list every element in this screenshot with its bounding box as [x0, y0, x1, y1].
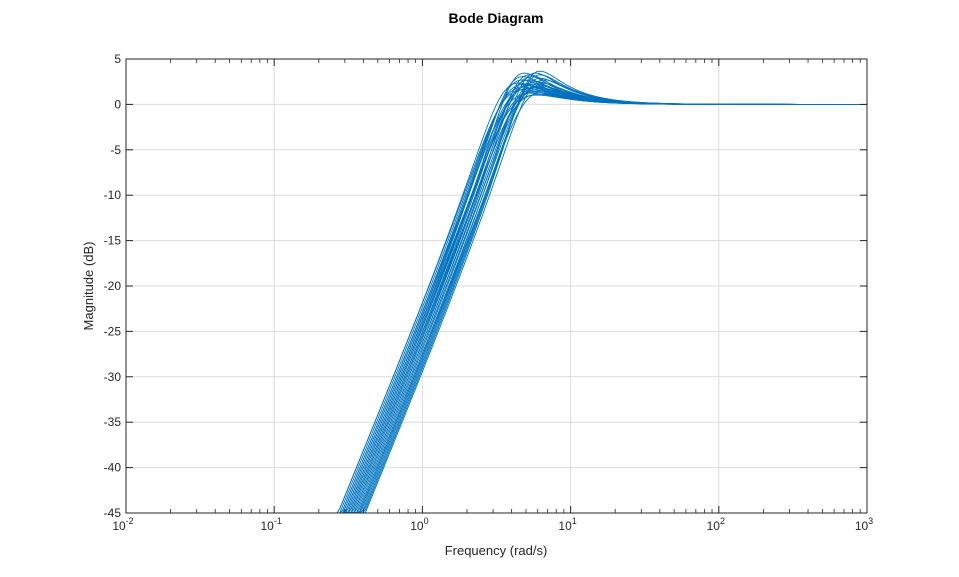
x-tick-label: 103: [855, 516, 873, 533]
y-tick-label: -30: [104, 370, 122, 384]
x-axis-label: Frequency (rad/s): [445, 543, 548, 558]
x-tick-label: 100: [410, 516, 428, 533]
plot-lines: [126, 70, 867, 514]
y-tick-label: -5: [110, 143, 121, 157]
y-tick-label: -10: [104, 188, 122, 202]
y-tick-label: 5: [114, 52, 121, 66]
y-tick-label: -40: [104, 461, 122, 475]
response-curve: [126, 79, 867, 514]
chart-title: Bode Diagram: [449, 10, 544, 26]
response-curve: [126, 88, 867, 514]
tick-labels: 10-2 10-1 100 101 102 103 5 0 -5 -10 -15 -20 -25 -30 -…: [104, 52, 874, 533]
x-tick-label: 10-2: [112, 516, 133, 533]
response-curve: [126, 84, 867, 514]
y-tick-label: -35: [104, 415, 122, 429]
axes-frame: [125, 58, 868, 514]
y-tick-label: -15: [104, 234, 122, 248]
y-tick-label: -45: [104, 506, 122, 520]
response-curve: [126, 84, 867, 514]
x-tick-label: 102: [707, 516, 725, 533]
response-curve: [126, 79, 867, 514]
x-tick-label: 10-1: [261, 516, 282, 533]
x-tick-label: 101: [558, 516, 576, 533]
y-axis-label: Magnitude (dB): [81, 242, 96, 331]
y-tick-label: 0: [114, 97, 121, 111]
y-tick-label: -25: [104, 324, 122, 338]
y-tick-label: -20: [104, 279, 122, 293]
response-curve: [126, 79, 867, 514]
